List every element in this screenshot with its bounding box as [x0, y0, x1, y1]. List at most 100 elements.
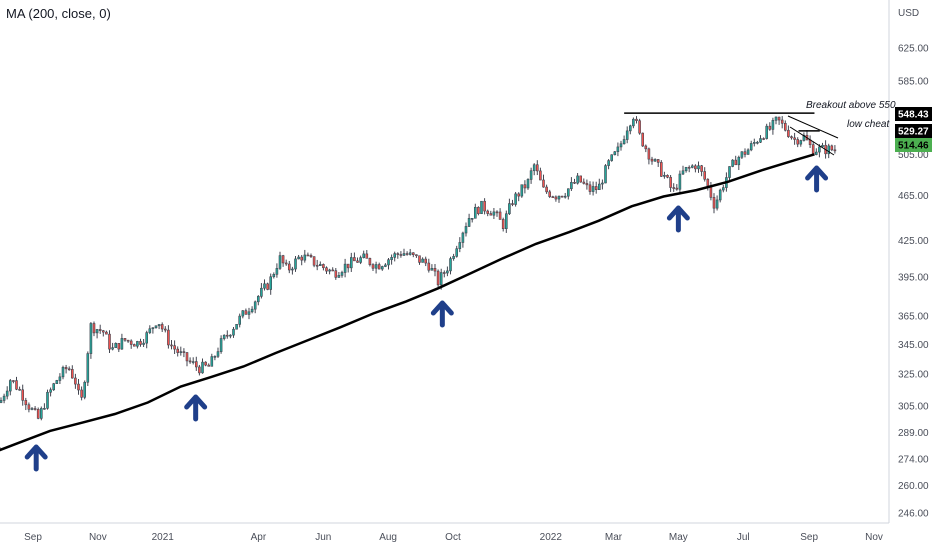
candle-body	[653, 159, 657, 162]
candle-body	[204, 361, 207, 366]
candle-body	[551, 196, 555, 198]
x-tick-label: Jul	[737, 532, 750, 543]
candle-body	[365, 253, 369, 259]
y-tick-label: 425.00	[898, 236, 929, 247]
candle-body	[356, 260, 359, 263]
candle-body	[229, 334, 232, 337]
candle-body	[275, 268, 279, 275]
candle-body	[545, 186, 548, 193]
candle-body	[170, 344, 173, 347]
candle-body	[601, 182, 604, 185]
candle-body	[477, 206, 480, 215]
candle-body	[672, 187, 676, 189]
candle-body	[244, 310, 248, 315]
candle-body	[576, 175, 579, 184]
candle-body	[387, 259, 390, 266]
y-tick-label: 395.00	[898, 272, 929, 283]
candle-body	[821, 144, 824, 148]
candle-body	[55, 380, 59, 384]
candle-body	[216, 351, 220, 357]
candle-body	[198, 366, 201, 374]
candle-body	[628, 125, 632, 132]
candles-group	[0, 116, 837, 421]
candle-body	[818, 146, 821, 153]
y-tick-label: 465.00	[898, 191, 929, 202]
candle-body	[210, 356, 214, 367]
candle-body	[746, 149, 750, 155]
candle-body	[238, 315, 241, 325]
candle-body	[359, 257, 362, 263]
candle-body	[585, 183, 589, 186]
candle-body	[98, 329, 102, 331]
candle-body	[495, 211, 499, 214]
y-tick-label: 625.00	[898, 44, 929, 55]
candle-body	[9, 380, 12, 392]
y-axis-currency: USD	[898, 8, 919, 19]
candle-body	[108, 333, 111, 350]
candle-body	[570, 181, 573, 190]
candle-body	[492, 211, 496, 216]
candle-body	[802, 134, 806, 141]
candle-body	[185, 352, 189, 362]
candle-body	[46, 391, 49, 409]
candle-body	[173, 345, 176, 350]
candle-body	[563, 195, 567, 198]
candle-body	[349, 257, 353, 269]
x-tick-label: Oct	[445, 532, 461, 543]
candle-body	[681, 170, 685, 175]
x-tick-label: Nov	[865, 532, 883, 543]
candle-body	[811, 144, 815, 155]
candle-body	[684, 166, 688, 172]
price-badge	[895, 124, 932, 138]
candle-body	[325, 267, 328, 272]
candle-body	[368, 258, 372, 265]
wedge-lower-line	[789, 126, 835, 156]
candle-body	[579, 175, 583, 183]
annotation-breakout: Breakout above 550	[806, 100, 896, 111]
candle-body	[473, 206, 477, 219]
candle-body	[449, 258, 452, 272]
indicator-label[interactable]: MA (200, close, 0)	[6, 6, 111, 21]
candle-body	[384, 264, 387, 267]
candle-body	[830, 145, 834, 151]
candle-body	[721, 187, 725, 191]
candle-body	[526, 179, 530, 189]
candle-body	[157, 324, 161, 327]
candle-body	[418, 255, 421, 263]
candle-body	[554, 196, 558, 200]
candle-body	[678, 173, 682, 190]
candle-body	[768, 125, 772, 130]
candle-body	[548, 191, 552, 197]
candle-body	[799, 140, 803, 145]
candle-body	[514, 193, 517, 205]
candle-body	[663, 174, 666, 177]
x-tick-label: 2021	[152, 532, 175, 543]
candle-body	[278, 255, 282, 269]
candle-body	[461, 232, 465, 243]
y-tick-label: 305.00	[898, 401, 929, 412]
candle-body	[427, 262, 431, 271]
candle-body	[740, 151, 744, 158]
candle-body	[458, 242, 462, 250]
candle-body	[92, 323, 96, 334]
candle-body	[95, 329, 99, 334]
candle-body	[504, 213, 508, 229]
candle-body	[371, 264, 375, 269]
candle-body	[380, 266, 384, 270]
candle-body	[610, 154, 614, 161]
x-tick-label: Mar	[605, 532, 623, 543]
candle-body	[322, 264, 325, 269]
candle-body	[263, 283, 266, 289]
candle-body	[167, 329, 170, 346]
candle-body	[749, 143, 753, 151]
candle-body	[67, 368, 71, 371]
candle-body	[712, 197, 716, 209]
candle-body	[439, 272, 443, 286]
candle-body	[396, 253, 400, 255]
candle-body	[12, 380, 15, 382]
candle-body	[523, 184, 527, 189]
candle-body	[207, 364, 210, 367]
candle-body	[411, 252, 415, 255]
